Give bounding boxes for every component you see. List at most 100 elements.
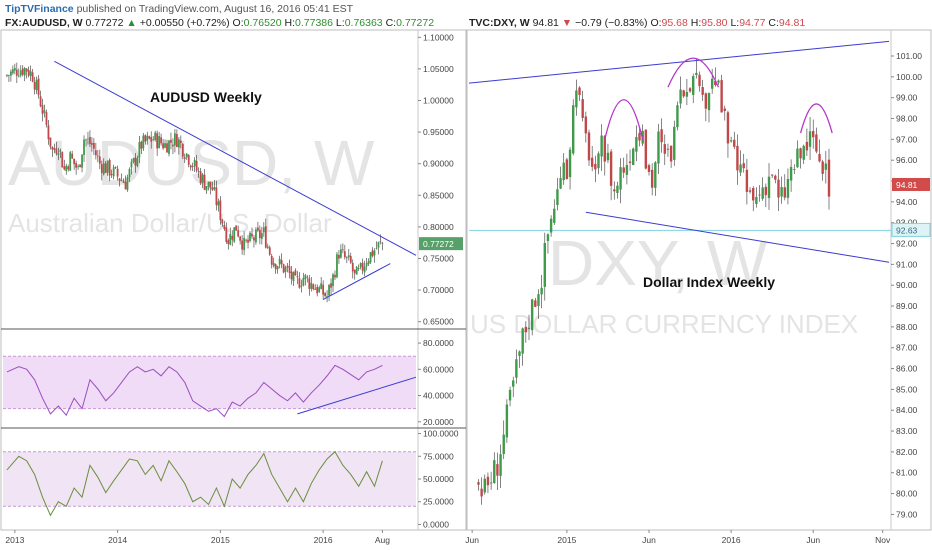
right-y-tick-label: 89.00 <box>896 301 918 311</box>
left-x-tick-label: 2014 <box>108 535 127 545</box>
candle-body <box>251 233 253 237</box>
audusd-title: AUDUSD Weekly <box>150 89 262 105</box>
candle-body <box>164 143 166 148</box>
candle-body <box>606 152 610 161</box>
candle-body <box>349 256 352 263</box>
candle-body <box>276 266 279 270</box>
candle-body <box>298 278 301 288</box>
candle-body <box>609 151 613 186</box>
candle-body <box>499 454 502 476</box>
candle-body <box>600 135 603 157</box>
candle-body <box>739 164 742 173</box>
candle-body <box>707 92 711 111</box>
candle-body <box>587 132 591 161</box>
candle-body <box>154 132 157 140</box>
candle-body <box>827 159 831 197</box>
candle-body <box>628 161 632 164</box>
candle-body <box>717 80 720 83</box>
left-watermark: AUDUSD, W <box>8 127 375 199</box>
right-x-tick-label: Jun <box>465 535 479 545</box>
candle-body <box>524 326 528 333</box>
dxy-trendline-0 <box>468 40 890 84</box>
candle-body <box>245 239 247 241</box>
candle-body <box>320 283 323 289</box>
candle-body <box>207 181 210 187</box>
right-y-tick-label: 83.00 <box>896 426 918 436</box>
candle-body <box>179 140 182 144</box>
candle-body <box>486 476 490 486</box>
candle-body <box>128 169 131 178</box>
candle-body <box>698 74 701 87</box>
left-change: +0.00550 (+0.72%) <box>139 17 230 29</box>
candle-body <box>122 181 125 183</box>
candle-body <box>69 152 72 171</box>
candle-body <box>100 164 103 173</box>
right-symbol[interactable]: TVC:DXY, W <box>469 17 530 29</box>
candle-body <box>726 112 730 144</box>
candle-body <box>650 169 654 188</box>
head-shoulders-arc-2 <box>799 103 833 134</box>
candle-body <box>562 162 565 181</box>
candle-body <box>124 181 127 190</box>
right-x-tick-label: 2015 <box>557 535 576 545</box>
right-y-tick-label: 86.00 <box>896 364 918 374</box>
candle-body <box>477 482 480 485</box>
candle-body <box>351 262 354 272</box>
right-y-tick-label: 101.00 <box>896 51 922 61</box>
candle-body <box>733 139 736 147</box>
candle-body <box>286 265 289 268</box>
candle-body <box>8 75 10 76</box>
candle-body <box>51 146 54 150</box>
candle-body <box>723 108 726 111</box>
candle-body <box>49 137 52 147</box>
candle-body <box>314 288 317 290</box>
candle-body <box>363 266 366 273</box>
candle-body <box>654 162 657 188</box>
candle-body <box>373 250 376 256</box>
candle-body <box>345 256 348 258</box>
audusd-candles <box>6 62 384 303</box>
candle-body <box>818 154 821 162</box>
candle-body <box>31 72 34 82</box>
candle-body <box>53 148 56 150</box>
candle-body <box>136 158 139 166</box>
candle-body <box>578 87 581 95</box>
candle-body <box>805 141 809 151</box>
candle-body <box>786 178 790 198</box>
candle-body <box>347 255 350 258</box>
down-arrow-icon: ▼ <box>561 17 573 29</box>
candle-body <box>33 82 36 90</box>
rsi-trendline <box>297 376 417 415</box>
candle-body <box>761 187 764 199</box>
candle-body <box>168 140 170 155</box>
left-high-label: H: <box>284 17 296 29</box>
candle-body <box>183 157 186 159</box>
brand-name[interactable]: TipTVFinance <box>5 3 74 15</box>
candle-body <box>260 233 263 239</box>
candle-body <box>679 89 682 104</box>
candle-body <box>669 145 673 162</box>
candle-body <box>150 136 153 142</box>
candle-body <box>21 68 24 75</box>
candle-body <box>55 148 58 154</box>
candle-body <box>85 139 87 141</box>
candle-body <box>25 68 28 72</box>
left-symbol[interactable]: FX:AUDUSD, W <box>5 17 83 29</box>
right-y-tick-label: 79.00 <box>896 509 918 519</box>
candle-body <box>203 174 206 190</box>
candle-body <box>673 126 676 160</box>
candle-body <box>812 131 815 138</box>
candle-body <box>292 272 295 282</box>
candle-body <box>227 240 230 245</box>
candle-body <box>65 165 68 172</box>
candle-body <box>663 144 666 154</box>
candle-body <box>174 133 176 146</box>
candle-body <box>152 139 155 141</box>
right-watermark: DXY, W <box>548 227 768 299</box>
candle-body <box>660 129 663 143</box>
candle-body <box>237 230 240 237</box>
right-y-tick-label: 80.00 <box>896 489 918 499</box>
candle-body <box>505 404 509 438</box>
right-y-tick-label: 97.00 <box>896 134 918 144</box>
